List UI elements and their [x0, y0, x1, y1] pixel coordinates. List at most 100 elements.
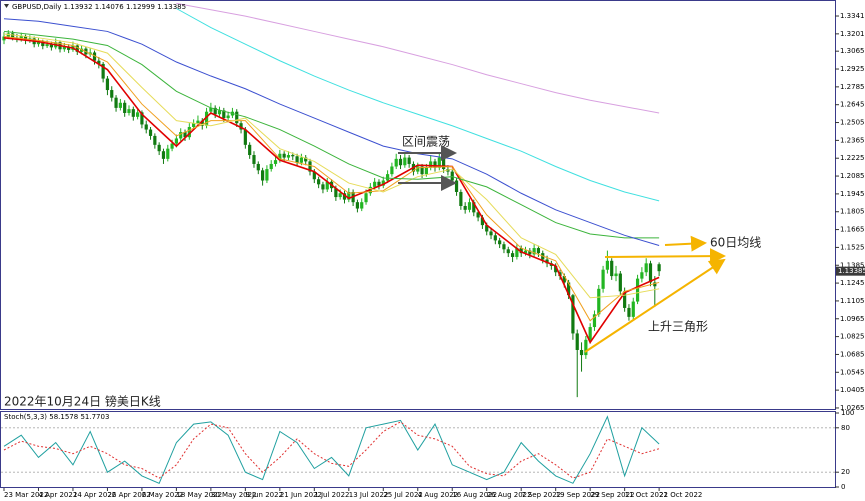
main-frame [0, 0, 836, 410]
x-tick-label: 16 Aug 2022 [452, 491, 497, 499]
annotation: 区间震荡 [402, 135, 450, 149]
y-tick-label: 1.04050 [840, 386, 865, 394]
x-tick-label: 23 Mar 2022 [4, 491, 48, 499]
stoch-title: Stoch(5,3,3) [4, 413, 47, 421]
candle-body [373, 181, 377, 187]
candle-body [562, 276, 566, 283]
candle-body [601, 269, 605, 289]
indicator-line [3, 18, 660, 246]
candle-body [45, 44, 49, 47]
annotation: 上升三角形 [648, 320, 708, 334]
candle-body [347, 191, 351, 200]
candle-body [153, 135, 157, 145]
candle-body [635, 278, 640, 302]
y-tick-label: 1.19450 [840, 190, 865, 198]
candle-body [248, 144, 252, 156]
candle-body [454, 180, 459, 192]
y-tick-label: 1.26450 [840, 101, 865, 109]
candle-body [273, 160, 278, 164]
candle-body [640, 272, 644, 279]
y-tick-label: 1.32010 [840, 30, 865, 38]
candle-body [510, 253, 515, 257]
y-tick-label: 1.09650 [840, 315, 865, 323]
y-tick-label: 1.20850 [840, 172, 865, 180]
stoch-header: Stoch(5,3,3) 58.1578 51.7703 [4, 413, 109, 421]
candle-body [131, 109, 135, 117]
candle-body [269, 163, 273, 170]
candle-body [79, 48, 84, 52]
candle-body [295, 156, 299, 163]
candle-body [528, 250, 532, 255]
candle-body [101, 63, 105, 79]
candle-body [429, 161, 433, 168]
x-tick-label: 25 Jul 2022 [383, 491, 423, 499]
y-tick-label: 1.13850 [840, 261, 865, 269]
candle-body [217, 110, 222, 115]
candle-body [282, 153, 286, 158]
stoch-layer: 100 80 20 0 [1, 409, 854, 491]
y-tick-label: 1.11050 [840, 297, 865, 305]
candle-body [265, 169, 269, 181]
candle-body [467, 202, 472, 210]
candle-body [627, 307, 631, 317]
y-tick-label: 1.29250 [840, 65, 865, 73]
candle-body [235, 111, 239, 124]
candle-body [36, 41, 41, 45]
candle-body [390, 166, 394, 175]
indicator-line [3, 37, 660, 344]
candle-body [472, 202, 476, 213]
x-tick-label: 26 Apr 2022 [107, 491, 150, 499]
candle-body [41, 41, 45, 47]
candle-body [355, 202, 360, 209]
candle-body [252, 155, 256, 164]
candle-body [325, 181, 329, 190]
x-tick-label: 14 Apr 2022 [73, 491, 116, 499]
x-tick-label: 1 Jul 2022 [314, 491, 349, 499]
open: 1.13932 [64, 3, 93, 11]
candle-body [161, 151, 166, 159]
x-tick-label: 18 May 2022 [176, 491, 222, 499]
candle-body [648, 263, 653, 283]
candle-body [291, 155, 295, 157]
y-tick-label: 1.12450 [840, 279, 865, 287]
x-tick-label: 4 Apr 2022 [38, 491, 77, 499]
symbol: GBPUSD,Daily [12, 3, 61, 11]
y-tick-label: 1.08250 [840, 333, 865, 341]
x-tick-label: 6 May 2022 [142, 491, 183, 499]
stoch-d: 51.7703 [80, 413, 109, 421]
candle-body [200, 120, 204, 126]
candle-body [515, 248, 519, 257]
candle-body [334, 188, 338, 198]
candle-body [489, 231, 493, 236]
y-tick-label: 1.22250 [840, 154, 865, 162]
header-icon [4, 4, 9, 8]
y-tick-label: 80 [841, 424, 850, 432]
candle-body [498, 240, 502, 245]
y-tick-label: 1.33410 [840, 12, 865, 20]
candle-body [424, 167, 428, 175]
candle-body [480, 217, 485, 226]
candle-body [579, 349, 584, 356]
candle-body [317, 179, 321, 185]
candle-body [256, 163, 260, 171]
candle-body [450, 171, 454, 181]
y-tick-label: 20 [841, 468, 850, 476]
candle-body [536, 248, 541, 254]
candle-body [97, 60, 101, 64]
x-tick-label: 30 May 2022 [211, 491, 257, 499]
candle-body [174, 138, 178, 144]
candle-body [286, 155, 291, 158]
candle-body [377, 181, 381, 186]
y-tick-label: 1.25050 [840, 119, 865, 127]
candle-body [653, 282, 657, 287]
candle-body [166, 148, 170, 159]
candle-body [506, 249, 510, 254]
candle-body [299, 157, 303, 163]
candle-body [209, 107, 213, 112]
candle-body [605, 260, 609, 270]
symbol-header: GBPUSD,Daily 1.13932 1.14076 1.12999 1.1… [12, 3, 186, 11]
candle-body [19, 35, 23, 40]
caption: 2022年10月24日 镑美日K线 [4, 394, 161, 409]
candle-body [308, 161, 312, 172]
